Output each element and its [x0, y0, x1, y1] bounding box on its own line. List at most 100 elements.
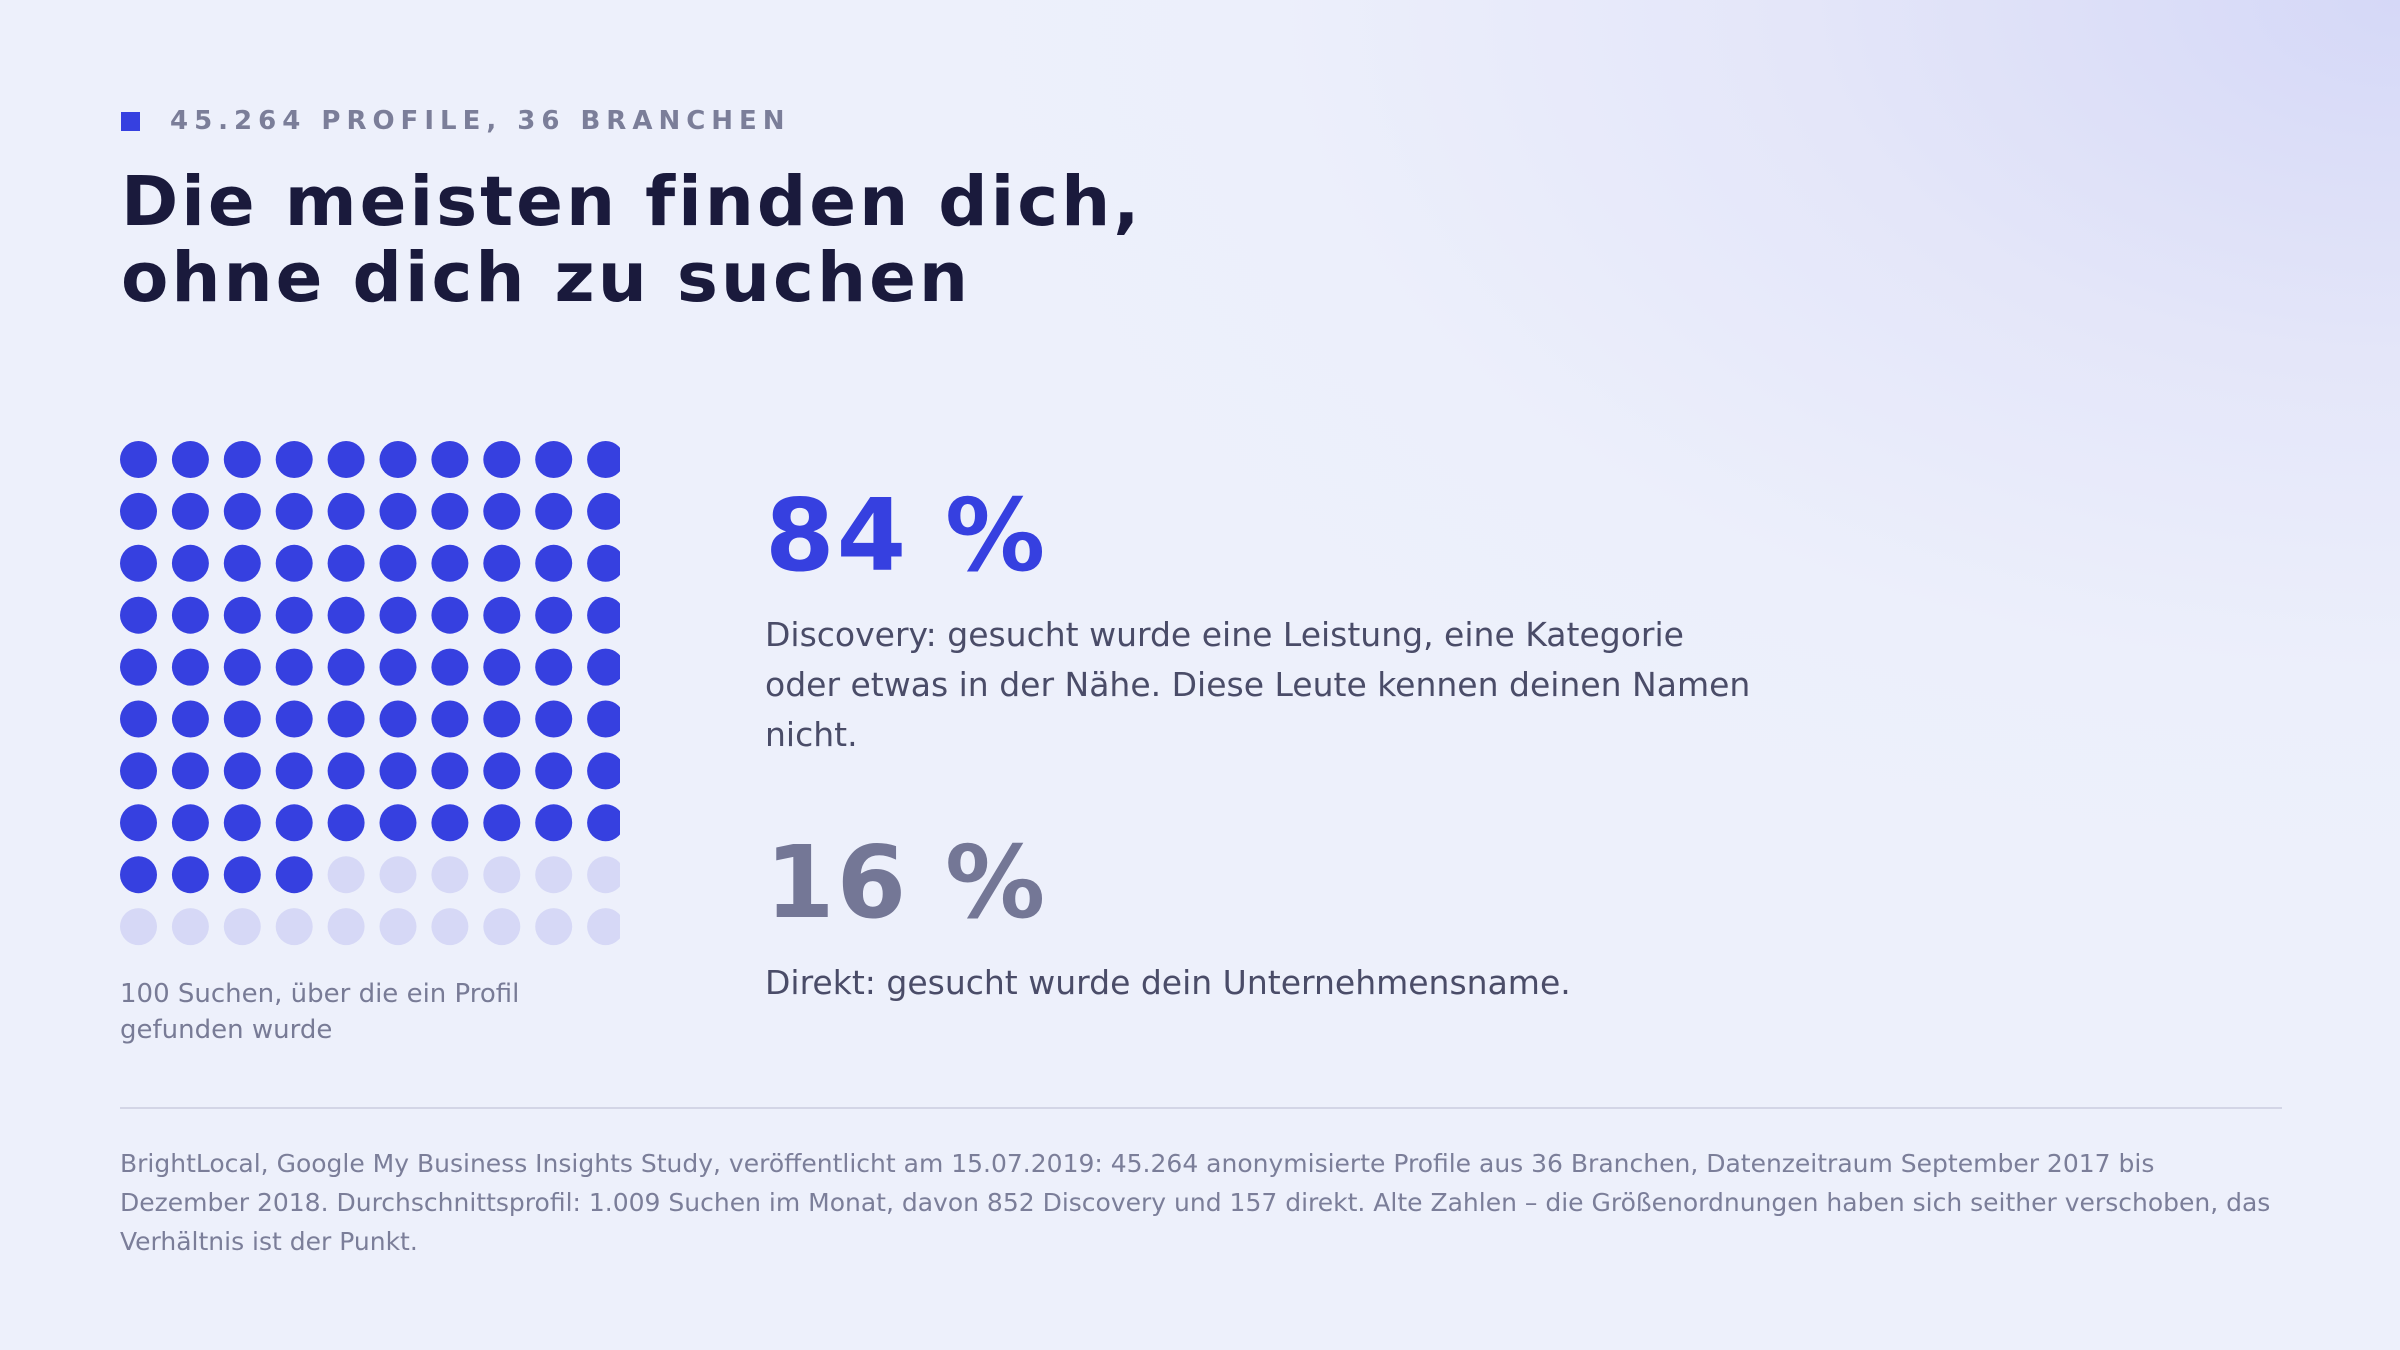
kicker-text: 45.264 PROFILE, 36 BRANCHEN [170, 106, 791, 136]
waffle-dot-empty [535, 908, 573, 946]
waffle-dot-empty [379, 908, 417, 946]
waffle-dot-filled [535, 596, 573, 634]
waffle-dot-filled [120, 804, 157, 842]
waffle-dot-empty [483, 908, 521, 946]
waffle-dot-filled [171, 804, 209, 842]
waffle-dot-filled [275, 856, 313, 894]
waffle-dot-filled [483, 700, 521, 738]
waffle-dot-filled [275, 544, 313, 582]
waffle-dot-filled [223, 544, 261, 582]
waffle-dot-filled [535, 752, 573, 790]
waffle-dot-filled [171, 856, 209, 894]
waffle-dot-filled [171, 492, 209, 530]
waffle-dot-filled [223, 492, 261, 530]
waffle-dot-filled [223, 752, 261, 790]
waffle-dot-filled [327, 544, 365, 582]
waffle-dot-filled [535, 492, 573, 530]
waffle-dot-filled [327, 492, 365, 530]
waffle-dot-filled [587, 648, 620, 686]
waffle-dot-filled [379, 441, 417, 478]
waffle-dot-filled [379, 544, 417, 582]
waffle-dot-filled [431, 804, 469, 842]
waffle-dot-filled [535, 804, 573, 842]
waffle-dot-filled [587, 752, 620, 790]
waffle-chart [120, 441, 620, 946]
source-note: BrightLocal, Google My Business Insights… [120, 1149, 2271, 1256]
waffle-dot-filled [379, 648, 417, 686]
waffle-dot-empty [171, 908, 209, 946]
waffle-dot-filled [379, 700, 417, 738]
waffle-dot-filled [120, 752, 157, 790]
waffle-dot-filled [275, 700, 313, 738]
waffle-dot-empty [587, 856, 620, 894]
waffle-dot-filled [120, 856, 157, 894]
waffle-dot-filled [587, 492, 620, 530]
stat-discovery-value: 84 % [765, 477, 1048, 594]
waffle-dot-filled [431, 492, 469, 530]
waffle-dot-filled [171, 648, 209, 686]
stat-discovery-description: Discovery: gesucht wurde eine Leistung, … [765, 615, 1751, 754]
waffle-caption: 100 Suchen, über die ein Profil gefunden… [120, 979, 520, 1045]
waffle-dot-filled [327, 596, 365, 634]
title-line-1: Die meisten finden dich, [121, 162, 1143, 242]
waffle-dot-filled [275, 441, 313, 478]
waffle-dot-filled [223, 700, 261, 738]
waffle-dot-filled [120, 700, 157, 738]
waffle-dot-filled [275, 804, 313, 842]
waffle-dot-filled [275, 752, 313, 790]
waffle-dot-filled [483, 596, 521, 634]
divider [120, 1107, 2282, 1109]
waffle-dot-filled [587, 700, 620, 738]
waffle-dot-filled [379, 804, 417, 842]
waffle-dot-filled [120, 492, 157, 530]
waffle-dot-filled [223, 596, 261, 634]
waffle-dot-filled [223, 648, 261, 686]
waffle-dot-empty [431, 856, 469, 894]
waffle-dot-filled [431, 441, 469, 478]
waffle-dot-filled [327, 648, 365, 686]
waffle-dot-filled [483, 492, 521, 530]
waffle-dot-filled [171, 544, 209, 582]
waffle-dot-filled [379, 752, 417, 790]
waffle-dot-filled [535, 441, 573, 478]
waffle-dot-filled [431, 700, 469, 738]
waffle-dot-filled [483, 648, 521, 686]
stat-direct-value: 16 % [765, 824, 1048, 941]
waffle-dot-empty [379, 856, 417, 894]
waffle-dot-empty [275, 908, 313, 946]
waffle-dot-filled [587, 544, 620, 582]
waffle-dot-filled [327, 441, 365, 478]
waffle-dot-filled [587, 804, 620, 842]
waffle-dot-filled [483, 544, 521, 582]
waffle-dot-filled [171, 752, 209, 790]
waffle-dot-filled [275, 492, 313, 530]
waffle-dot-empty [431, 908, 469, 946]
waffle-dot-empty [483, 856, 521, 894]
waffle-dot-filled [327, 752, 365, 790]
waffle-dot-empty [223, 908, 261, 946]
waffle-dot-filled [431, 544, 469, 582]
waffle-dot-filled [535, 544, 573, 582]
waffle-dot-filled [120, 648, 157, 686]
waffle-dot-filled [535, 700, 573, 738]
waffle-dot-filled [587, 441, 620, 478]
waffle-dot-empty [587, 908, 620, 946]
waffle-dot-filled [379, 492, 417, 530]
waffle-dot-filled [171, 596, 209, 634]
title-line-2: ohne dich zu suchen [121, 238, 971, 318]
waffle-dot-empty [327, 908, 365, 946]
waffle-dot-filled [535, 648, 573, 686]
waffle-dot-filled [483, 752, 521, 790]
waffle-dot-filled [120, 441, 157, 478]
waffle-dot-filled [275, 596, 313, 634]
waffle-dot-filled [223, 804, 261, 842]
waffle-dot-filled [431, 596, 469, 634]
waffle-dot-filled [379, 596, 417, 634]
waffle-dot-filled [223, 856, 261, 894]
stat-direct-description: Direkt: gesucht wurde dein Unternehmensn… [765, 963, 1571, 1002]
waffle-dot-filled [120, 544, 157, 582]
waffle-dot-empty [535, 856, 573, 894]
waffle-dot-filled [171, 441, 209, 478]
waffle-dot-filled [587, 596, 620, 634]
waffle-dot-filled [275, 648, 313, 686]
